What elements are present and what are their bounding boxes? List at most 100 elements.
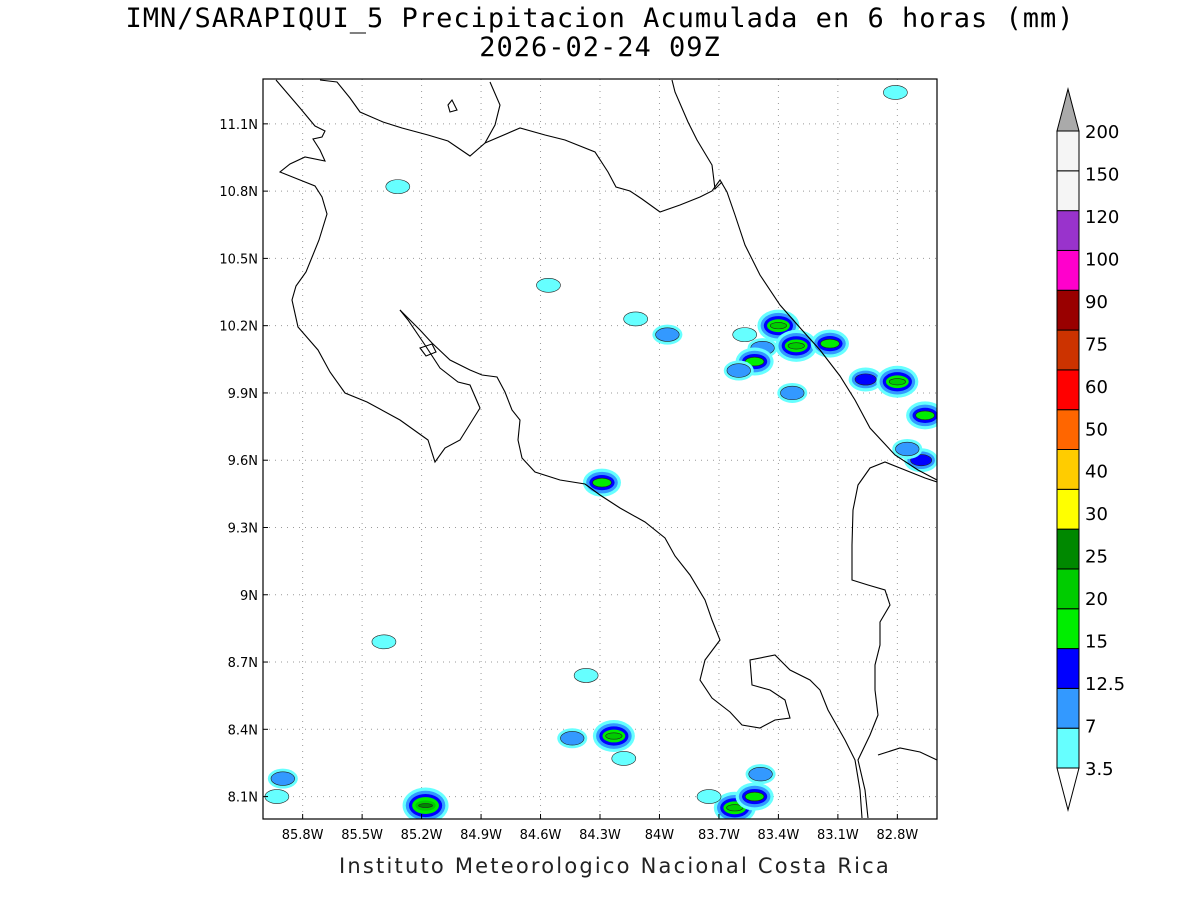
precip-contour xyxy=(883,85,908,100)
precip-contour xyxy=(769,322,787,330)
precip-contour xyxy=(270,771,295,786)
colorbar-label: 75 xyxy=(1085,334,1108,355)
tick-label-lon: 84W xyxy=(645,828,675,843)
colorbar-segment xyxy=(1056,170,1080,212)
precip-contour xyxy=(780,385,805,401)
precip-contour xyxy=(915,410,935,421)
tick-label-lat: 11.1N xyxy=(219,118,258,133)
colorbar-segment xyxy=(1056,568,1080,610)
colorbar-segment xyxy=(1056,329,1080,371)
precip-contour xyxy=(696,789,722,804)
colorbar-label: 40 xyxy=(1085,462,1108,483)
colorbar-label: 15 xyxy=(1085,632,1108,653)
colorbar-label: 200 xyxy=(1085,122,1119,143)
precipitation-field xyxy=(264,85,937,819)
precip-contour xyxy=(726,804,744,812)
precip-contour xyxy=(787,342,805,350)
precip-contour xyxy=(611,751,637,766)
tick-label-lon: 85.2W xyxy=(401,828,443,843)
coastline-caribbean-north xyxy=(275,79,481,464)
tick-label-lat: 9N xyxy=(240,589,258,604)
colorbar-extend-low xyxy=(1056,767,1080,812)
precip-contour xyxy=(820,338,840,349)
colorbar-segment xyxy=(1056,449,1080,490)
colorbar-label: 50 xyxy=(1085,419,1108,440)
tick-label-lat: 10.2N xyxy=(219,320,258,335)
precip-contour xyxy=(910,454,933,467)
colorbar-segment xyxy=(1056,409,1080,450)
tick-label-lon: 85.5W xyxy=(341,828,383,843)
map-title: IMN/SARAPIQUI_5 Precipitacion Acumulada … xyxy=(125,3,1075,34)
longitude-axis: 85.8W 85.5W 85.2W 84.9W 84.6W 84.3W 84W 83.7W 83… xyxy=(282,814,918,843)
precip-contour xyxy=(854,373,877,386)
colorbar-segment xyxy=(1056,289,1080,331)
precip-contour xyxy=(655,327,680,342)
precip-contour xyxy=(560,731,585,746)
tick-label-lat: 10.8N xyxy=(219,185,258,200)
colorbar-label: 12.5 xyxy=(1085,674,1125,695)
tick-label-lat: 9.3N xyxy=(228,521,258,536)
plot-frame xyxy=(262,78,938,820)
panama-border xyxy=(851,461,937,819)
precip-contour xyxy=(744,791,765,802)
colorbar-label: 150 xyxy=(1085,164,1119,185)
tick-label-lon: 84.3W xyxy=(579,828,621,843)
precip-contour xyxy=(592,477,612,488)
precip-contour xyxy=(888,378,906,386)
tick-label-lon: 83.1W xyxy=(817,828,859,843)
tick-label-lon: 83.4W xyxy=(758,828,800,843)
colorbar-label: 30 xyxy=(1085,504,1108,525)
tick-label-lon: 84.6W xyxy=(520,828,562,843)
colorbar-legend: 3.5 7 12.5 15 20 25 30 40 50 60 75 90 100 120 150 200 xyxy=(1056,87,1125,812)
precip-contour xyxy=(418,803,433,808)
map-subtitle: 2026-02-24 09Z xyxy=(479,32,721,63)
colorbar-label: 100 xyxy=(1085,249,1119,270)
tick-label-lon: 83.7W xyxy=(698,828,740,843)
precip-contour xyxy=(264,789,290,804)
coastline-borders xyxy=(275,79,937,819)
tick-label-lat: 8.7N xyxy=(228,656,258,671)
tick-label-lon: 84.9W xyxy=(460,828,502,843)
tick-label-lat: 8.4N xyxy=(228,723,258,738)
colorbar-extend-high xyxy=(1056,87,1080,132)
tick-label-lat: 9.9N xyxy=(228,387,258,402)
colorbar-segment xyxy=(1056,249,1080,291)
colorbar-label: 90 xyxy=(1085,292,1108,313)
colorbar-segment xyxy=(1056,369,1080,411)
panama-coast-south xyxy=(877,747,937,761)
colorbar-label: 3.5 xyxy=(1085,759,1114,780)
colorbar-segment xyxy=(1056,687,1080,729)
tick-label-lon: 82.8W xyxy=(876,828,918,843)
gridlines xyxy=(263,79,937,819)
caribbean-coast xyxy=(671,79,723,191)
precip-contour xyxy=(748,767,773,782)
precip-contour xyxy=(385,179,411,194)
colorbar-label: 25 xyxy=(1085,547,1108,568)
colorbar-label: 60 xyxy=(1085,377,1108,398)
precip-contour xyxy=(732,327,758,342)
tick-label-lat: 9.6N xyxy=(228,454,258,469)
colorbar-label: 20 xyxy=(1085,589,1108,610)
tick-label-lon: 85.8W xyxy=(282,828,324,843)
precip-contour xyxy=(536,278,561,293)
border-east xyxy=(484,127,937,481)
colorbar-segment xyxy=(1056,648,1080,689)
footer-credit: Instituto Meteorologico Nacional Costa R… xyxy=(339,854,891,878)
colorbar-segment xyxy=(1056,608,1080,650)
colorbar-segment xyxy=(1056,130,1080,172)
colorbar-segment xyxy=(1056,528,1080,570)
tick-label-lat: 10.5N xyxy=(219,252,258,267)
precip-contour xyxy=(371,634,397,650)
precip-contour xyxy=(895,441,920,457)
precip-contour xyxy=(726,363,751,378)
precip-contour xyxy=(605,732,623,740)
precip-contour xyxy=(623,311,648,327)
colorbar-label: 7 xyxy=(1085,717,1096,738)
colorbar-segment xyxy=(1056,488,1080,530)
nicaragua-border xyxy=(319,79,501,157)
latitude-axis: 8.1N 8.4N 8.7N 9N 9.3N 9.6N 9.9N 10.2N 10.5N 10.8… xyxy=(219,118,268,806)
pacific-coast-central xyxy=(399,309,863,819)
tick-label-lat: 8.1N xyxy=(228,791,258,806)
island-north xyxy=(447,98,458,113)
